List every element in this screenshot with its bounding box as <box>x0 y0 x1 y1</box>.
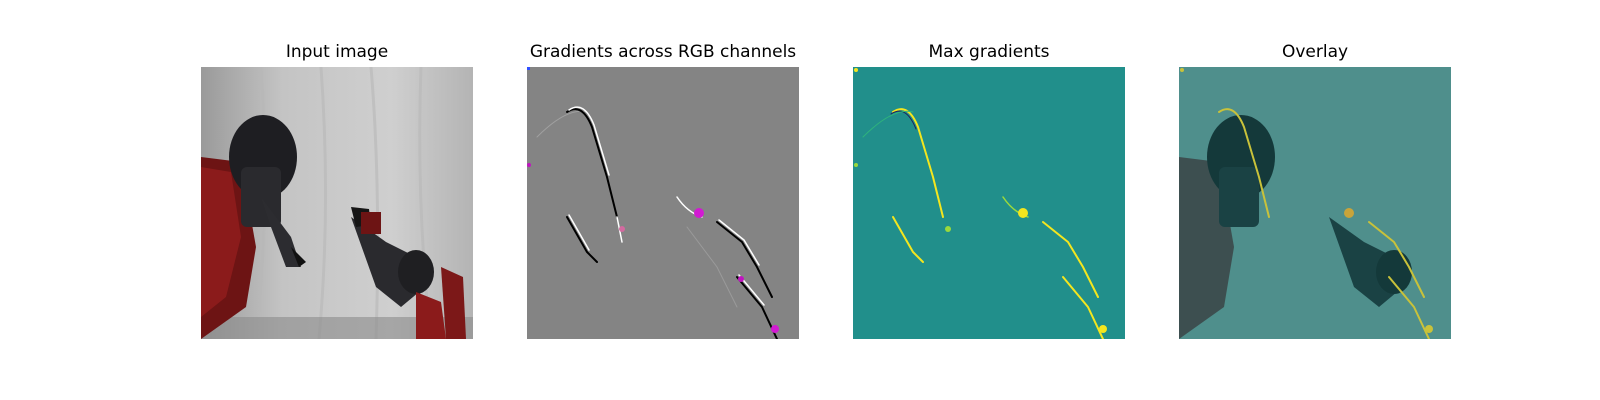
panel-rgb-gradients: Gradients across RGB channels <box>527 0 799 400</box>
panel-input-image: Input image <box>201 0 473 400</box>
max-gradients-image <box>853 67 1125 339</box>
rgb-gradients-image <box>527 67 799 339</box>
overlay-image <box>1179 67 1451 339</box>
panel-title: Max gradients <box>928 42 1050 62</box>
panel-title: Gradients across RGB channels <box>529 42 797 62</box>
input-image <box>201 67 473 339</box>
panel-overlay: Overlay <box>1179 0 1451 400</box>
panel-max-gradients: Max gradients <box>853 0 1125 400</box>
panel-title: Overlay <box>1281 42 1349 62</box>
panel-title: Input image <box>285 42 389 62</box>
